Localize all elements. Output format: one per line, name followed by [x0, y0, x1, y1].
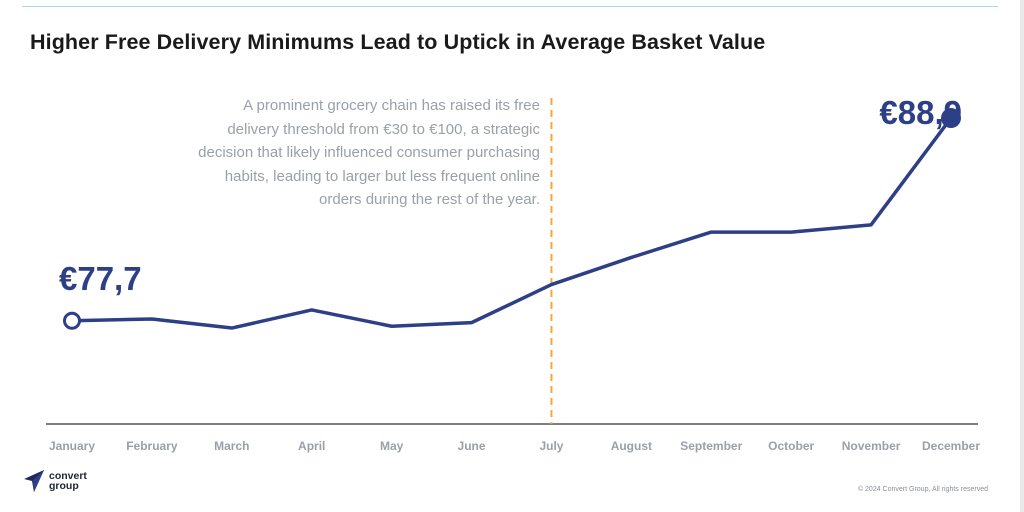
- x-tick-label: July: [539, 439, 563, 453]
- top-divider: [22, 6, 998, 7]
- page-edge: [1020, 0, 1024, 512]
- x-tick-label: November: [842, 439, 901, 453]
- start-value-label: €77,7: [59, 260, 142, 297]
- end-point: [941, 108, 961, 129]
- x-tick-label: October: [768, 439, 814, 453]
- x-tick-label: December: [922, 439, 980, 453]
- start-point: [63, 311, 81, 330]
- convert-group-logo: convert group: [22, 468, 87, 494]
- x-tick-label: August: [611, 439, 652, 453]
- paper-plane-icon: [24, 470, 44, 492]
- series-line: [70, 116, 953, 330]
- x-tick-label: September: [680, 439, 742, 453]
- x-tick-label: June: [458, 439, 486, 453]
- end-value-label: €88,9: [879, 94, 962, 131]
- x-tick-label: March: [214, 439, 249, 453]
- logo-text: convert group: [49, 470, 87, 492]
- copyright-notice: © 2024 Convert Group, All rights reserve…: [857, 486, 988, 493]
- x-tick-label: February: [126, 439, 178, 453]
- x-tick-label: May: [380, 439, 404, 453]
- x-tick-label: April: [298, 439, 325, 453]
- chart-title: Higher Free Delivery Minimums Lead to Up…: [30, 30, 766, 54]
- x-tick-label: January: [49, 439, 95, 453]
- chart-annotation: A prominent grocery chain has raised its…: [198, 97, 540, 208]
